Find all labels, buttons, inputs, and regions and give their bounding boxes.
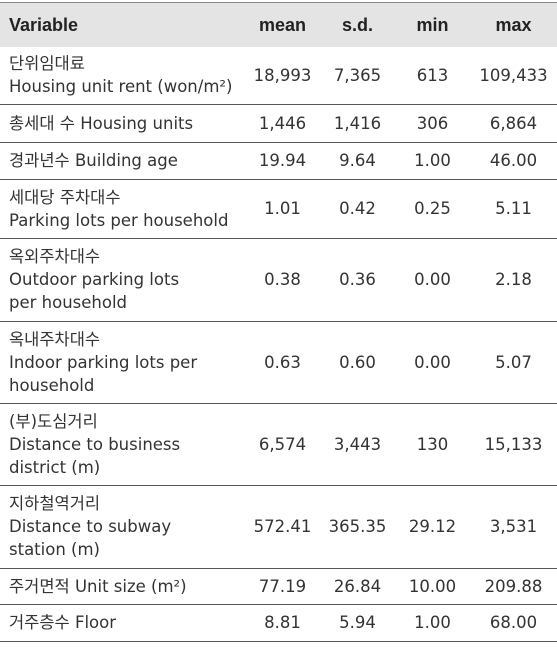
value-cell: 3,443: [320, 403, 395, 486]
value-cell: 1,416: [320, 104, 395, 143]
value-cell: 6,574: [245, 403, 320, 486]
table-row: 단위임대료 Housing unit rent (won/m²) 18,993 7,3…: [0, 47, 557, 105]
table-row: 옥외주차대수 Outdoor parking lots per household 0…: [0, 238, 557, 322]
table-row: 지하철역거리 Distance to subway station (m) 572.4…: [0, 485, 557, 569]
variable-line: 옥외주차대수: [9, 247, 101, 266]
value-cell: 1.01: [245, 179, 320, 239]
value-cell: 1,446: [245, 104, 320, 143]
table-row: 세대당 주차대수 Parking lots per household 1.01 0.…: [0, 179, 557, 239]
variable-line: Parking lots per household: [9, 210, 229, 230]
variable-line: 총세대 수 Housing units: [9, 113, 194, 133]
variable-line: district (m): [9, 457, 101, 477]
value-cell: 26.84: [320, 568, 395, 605]
header-row: Variable mean s.d. min max: [0, 2, 557, 47]
value-cell: 0.63: [245, 321, 320, 404]
variable-line: Outdoor parking lots: [9, 270, 180, 289]
value-cell: 9.64: [320, 142, 395, 180]
variable-line: 옥내주차대수: [9, 329, 101, 349]
variable-line: 세대당 주차대수: [9, 187, 121, 207]
value-cell: 209.88: [470, 568, 557, 605]
variable-cell: 지하철역거리 Distance to subway station (m): [0, 485, 245, 569]
variable-line: station (m): [9, 540, 100, 559]
header-cell: mean: [245, 2, 320, 47]
variable-line: 거주층수 Floor: [9, 613, 117, 632]
variable-line: Distance to business: [9, 434, 181, 454]
variable-cell: 세대당 주차대수 Parking lots per household: [0, 179, 245, 239]
variable-line: 경과년수 Building age: [9, 151, 178, 170]
header-cell: min: [395, 2, 470, 47]
variable-cell: 경과년수 Building age: [0, 142, 245, 180]
value-cell: 365.35: [320, 485, 395, 569]
variable-line: Distance to subway: [9, 517, 172, 536]
value-cell: 0.60: [320, 321, 395, 404]
table-body: 단위임대료 Housing unit rent (won/m²) 18,993 7,3…: [0, 47, 557, 642]
variable-line: Indoor parking lots per: [9, 352, 198, 372]
variable-line: (부)도심거리: [9, 411, 98, 431]
variable-cell: 단위임대료 Housing unit rent (won/m²): [0, 47, 245, 105]
value-cell: 15,133: [470, 403, 557, 486]
variable-line: 지하철역거리: [9, 494, 101, 513]
value-cell: 68.00: [470, 604, 557, 642]
value-cell: 572.41: [245, 485, 320, 569]
header-cell: max: [470, 2, 557, 47]
table-row: (부)도심거리 Distance to business district (m) 6…: [0, 403, 557, 486]
table-row: 경과년수 Building age 19.94 9.64 1.00 46.00: [0, 142, 557, 180]
variable-cell: 총세대 수 Housing units: [0, 104, 245, 143]
value-cell: 6,864: [470, 104, 557, 143]
variable-line: per household: [9, 293, 128, 312]
variable-line: Housing unit rent (won/m²): [9, 77, 233, 97]
value-cell: 8.81: [245, 604, 320, 642]
value-cell: 77.19: [245, 568, 320, 605]
value-cell: 109,433: [470, 47, 557, 105]
value-cell: 306: [395, 104, 470, 143]
table-row: 총세대 수 Housing units 1,446 1,416 306 6,864: [0, 104, 557, 143]
value-cell: 18,993: [245, 47, 320, 105]
variable-line: household: [9, 375, 95, 395]
variable-cell: (부)도심거리 Distance to business district (m): [0, 403, 245, 486]
value-cell: 130: [395, 403, 470, 486]
table-row: 주거면적 Unit size (m²) 77.19 26.84 10.00 209.88: [0, 568, 557, 605]
value-cell: 7,365: [320, 47, 395, 105]
value-cell: 0.42: [320, 179, 395, 239]
variable-line: 주거면적 Unit size (m²): [9, 576, 187, 596]
value-cell: 5.94: [320, 604, 395, 642]
value-cell: 46.00: [470, 142, 557, 180]
variable-cell: 거주층수 Floor: [0, 604, 245, 642]
variable-cell: 주거면적 Unit size (m²): [0, 568, 245, 605]
value-cell: 2.18: [470, 238, 557, 322]
header-cell: s.d.: [320, 2, 395, 47]
value-cell: 1.00: [395, 604, 470, 642]
value-cell: 3,531: [470, 485, 557, 569]
value-cell: 29.12: [395, 485, 470, 569]
value-cell: 5.11: [470, 179, 557, 239]
value-cell: 1.00: [395, 142, 470, 180]
header-cell: Variable: [0, 2, 245, 47]
value-cell: 613: [395, 47, 470, 105]
variable-cell: 옥내주차대수 Indoor parking lots per household: [0, 321, 245, 404]
value-cell: 10.00: [395, 568, 470, 605]
variable-line: 단위임대료: [9, 54, 85, 74]
table-row: 거주층수 Floor 8.81 5.94 1.00 68.00: [0, 604, 557, 642]
value-cell: 0.38: [245, 238, 320, 322]
value-cell: 5.07: [470, 321, 557, 404]
value-cell: 0.00: [395, 321, 470, 404]
table-row: 옥내주차대수 Indoor parking lots per household 0.…: [0, 321, 557, 404]
value-cell: 0.36: [320, 238, 395, 322]
value-cell: 0.25: [395, 179, 470, 239]
value-cell: 19.94: [245, 142, 320, 180]
variable-cell: 옥외주차대수 Outdoor parking lots per household: [0, 238, 245, 322]
value-cell: 0.00: [395, 238, 470, 322]
